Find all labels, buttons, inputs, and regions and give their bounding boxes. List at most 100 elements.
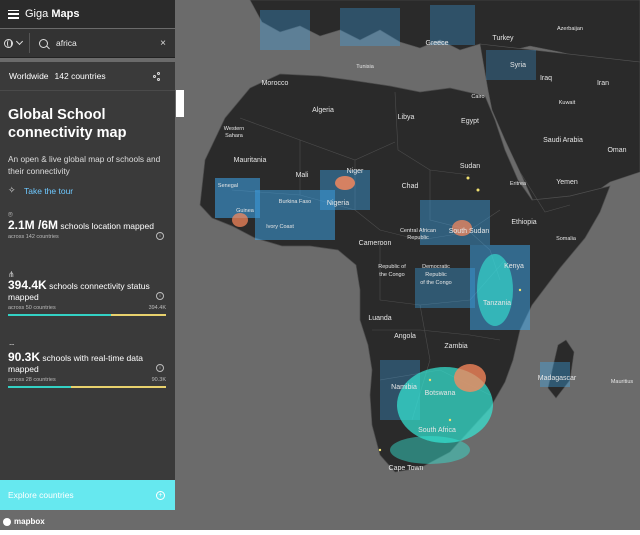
info-panel: Global School connectivity map An open &… (0, 91, 175, 480)
plus-circle-icon: + (156, 490, 165, 500)
svg-text:Turkey: Turkey (492, 35, 514, 42)
stat-locations: ⌾ 2.1M /6M schools location mapped acros… (8, 210, 168, 240)
svg-text:Sahara: Sahara (225, 133, 244, 139)
wifi-icon: ⌔ (8, 342, 16, 351)
stat-value: 394.4K (8, 278, 47, 292)
stat-sub: across 28 countries (8, 377, 56, 383)
take-the-tour-link[interactable]: ✧ Take the tour (8, 185, 73, 196)
stat-label: schools location mapped (60, 221, 154, 231)
svg-text:Iraq: Iraq (540, 75, 552, 82)
svg-text:Iran: Iran (597, 80, 609, 87)
svg-text:Yemen: Yemen (556, 179, 578, 186)
stat-max: 90.3K (151, 377, 166, 383)
svg-text:Democratic: Democratic (422, 264, 450, 270)
svg-text:Senegal: Senegal (218, 183, 238, 189)
share-icon[interactable] (153, 71, 161, 81)
search-input[interactable] (56, 38, 152, 48)
svg-text:Luanda: Luanda (368, 315, 391, 322)
svg-text:Mauritania: Mauritania (234, 157, 267, 164)
svg-text:the Congo: the Congo (379, 272, 404, 278)
search-icon (39, 38, 48, 48)
divider (29, 33, 30, 53)
svg-text:Greece: Greece (426, 40, 449, 47)
svg-text:Central African: Central African (400, 228, 436, 234)
location-pin-icon: ⌾ (8, 210, 13, 219)
stat-label: schools connectivity status mapped (8, 281, 150, 302)
svg-text:Madagascar: Madagascar (538, 375, 577, 382)
country-count: 142 countries (54, 71, 106, 81)
search-bar: × (0, 29, 175, 58)
svg-text:Republic: Republic (425, 272, 447, 278)
mapbox-icon (3, 517, 11, 526)
svg-text:Tanzania: Tanzania (483, 300, 511, 307)
svg-text:Mauritius: Mauritius (611, 379, 634, 385)
info-icon[interactable]: i (156, 364, 164, 372)
svg-text:Algeria: Algeria (312, 107, 334, 114)
svg-text:Western: Western (224, 126, 244, 132)
svg-text:Ethiopia: Ethiopia (511, 219, 536, 226)
africa-landmass (199, 73, 611, 473)
magic-wand-icon: ✧ (8, 185, 16, 195)
madagascar (547, 339, 575, 399)
svg-text:Chad: Chad (402, 183, 419, 190)
svg-text:Syria: Syria (510, 62, 526, 69)
svg-text:Cameroon: Cameroon (359, 240, 392, 247)
map-labels: Greece Turkey Azerbaijan Syria Iraq Iran… (218, 26, 633, 472)
progress-bar (8, 386, 166, 388)
school-dots (215, 5, 570, 464)
panel-scrollbar[interactable] (176, 90, 184, 117)
stat-value: 2.1M /6M (8, 218, 59, 232)
bottom-strip (0, 530, 640, 535)
hamburger-menu-icon[interactable] (8, 9, 19, 19)
stat-label: schools with real-time data mapped (8, 353, 144, 374)
svg-text:Cape Town: Cape Town (389, 465, 424, 472)
stat-sub: across 142 countries (8, 234, 59, 240)
svg-text:Botswana: Botswana (425, 390, 456, 397)
svg-text:Republic of: Republic of (378, 264, 406, 270)
svg-text:South Sudan: South Sudan (449, 228, 490, 235)
panel-title: Global School connectivity map (8, 107, 127, 141)
giga-maps-logo[interactable]: Giga Maps (25, 8, 80, 20)
panel-description: An open & live global map of schools and… (8, 154, 161, 176)
svg-text:Mali: Mali (296, 172, 309, 179)
top-bar: Giga Maps (0, 0, 175, 28)
svg-text:Oman: Oman (607, 147, 626, 154)
svg-text:Tunisia: Tunisia (356, 64, 374, 70)
explore-label: Explore countries (8, 490, 74, 500)
mapbox-logo[interactable]: mapbox (3, 517, 45, 526)
scope-label: Worldwide (9, 71, 49, 81)
globe-icon[interactable] (4, 38, 13, 48)
clear-search-button[interactable]: × (160, 37, 166, 49)
svg-text:Kuwait: Kuwait (559, 100, 576, 106)
svg-text:Namibia: Namibia (391, 384, 417, 391)
svg-text:Guinea: Guinea (236, 208, 255, 214)
stat-realtime: ⌔ 90.3K schools with real-time data mapp… (8, 342, 168, 388)
stat-max: 394.4K (148, 305, 166, 311)
svg-text:Zambia: Zambia (444, 343, 467, 350)
svg-text:Republic: Republic (407, 235, 429, 241)
svg-text:Somalia: Somalia (556, 236, 577, 242)
svg-text:Saudi Arabia: Saudi Arabia (543, 137, 583, 144)
stat-sub: across 50 countries (8, 305, 56, 311)
svg-text:Sudan: Sudan (460, 163, 480, 170)
stat-connectivity: ⋔ 394.4K schools connectivity status map… (8, 270, 168, 316)
info-icon[interactable]: i (156, 292, 164, 300)
svg-text:South Africa: South Africa (418, 427, 456, 434)
svg-text:Egypt: Egypt (461, 118, 479, 125)
chevron-down-icon[interactable] (15, 37, 24, 46)
info-icon[interactable]: i (156, 232, 164, 240)
svg-text:of the Congo: of the Congo (420, 280, 452, 286)
svg-text:Kenya: Kenya (504, 263, 524, 270)
svg-text:Eritrea: Eritrea (510, 181, 527, 187)
svg-text:Ivory Coast: Ivory Coast (266, 224, 294, 230)
svg-text:Angola: Angola (394, 333, 416, 340)
svg-text:Morocco: Morocco (262, 80, 289, 87)
progress-bar (8, 314, 166, 316)
attribution-label: mapbox (14, 517, 45, 526)
svg-text:Cairo: Cairo (471, 94, 484, 100)
explore-countries-button[interactable]: Explore countries + (0, 480, 175, 510)
svg-text:Azerbaijan: Azerbaijan (557, 26, 583, 32)
svg-text:Nigeria: Nigeria (327, 200, 349, 207)
svg-text:Burkina Faso: Burkina Faso (279, 199, 311, 205)
svg-text:Libya: Libya (398, 114, 415, 121)
